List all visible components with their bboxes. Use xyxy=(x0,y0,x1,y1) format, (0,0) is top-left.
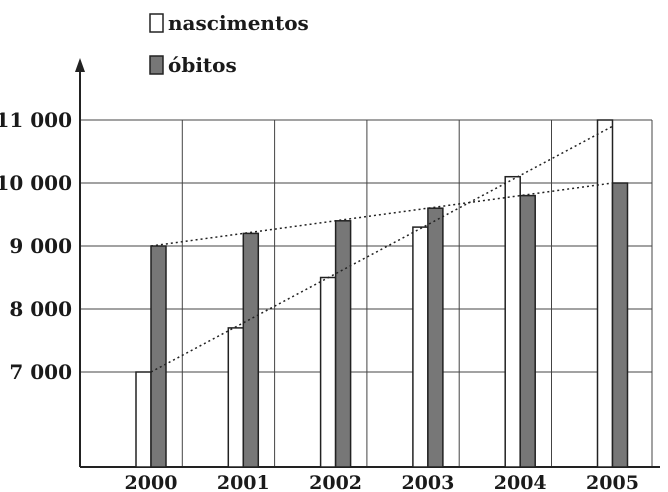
y-tick-label: 11 000 xyxy=(0,108,72,132)
bar-obitos xyxy=(334,220,352,468)
tick-labels: 7 000 8 000 9 000 10 000 11 000 2000 2001 2002 2… xyxy=(0,108,639,492)
x-tick-label: 2005 xyxy=(586,472,639,492)
grid xyxy=(80,119,653,467)
x-tick-label: 2004 xyxy=(494,472,547,492)
bar-nascimentos xyxy=(504,175,521,468)
trend-lines xyxy=(150,125,613,373)
bar-nascimentos xyxy=(596,119,614,468)
axes xyxy=(75,58,660,468)
legend-swatch xyxy=(149,55,164,75)
bars xyxy=(135,119,629,468)
legend-label: nascimentos xyxy=(168,11,309,35)
x-tick-label: 2001 xyxy=(217,472,270,492)
bar-nascimentos xyxy=(135,371,152,468)
bar-nascimentos xyxy=(319,276,337,468)
y-tick-label: 9 000 xyxy=(9,234,72,258)
y-tick-label: 10 000 xyxy=(0,171,72,195)
bar-obitos xyxy=(150,245,167,468)
legend-swatch xyxy=(149,13,164,33)
x-tick-label: 2002 xyxy=(309,472,362,492)
y-tick-label: 8 000 xyxy=(9,297,72,321)
y-tick-label: 7 000 xyxy=(9,360,72,384)
legend-label: óbitos xyxy=(168,53,237,77)
bar-obitos xyxy=(427,207,444,468)
y-axis-arrow xyxy=(75,58,85,72)
bar-nascimentos xyxy=(412,226,429,468)
trend-line xyxy=(150,125,613,373)
trend-line xyxy=(150,182,613,247)
x-tick-label: 2003 xyxy=(401,472,454,492)
bar-obitos xyxy=(242,232,260,468)
x-tick-label: 2000 xyxy=(125,472,178,492)
bar-obitos xyxy=(519,194,536,468)
bar-nascimentos xyxy=(227,327,245,468)
legend: nascimentos óbitos xyxy=(149,11,309,77)
bar-obitos xyxy=(611,182,629,468)
